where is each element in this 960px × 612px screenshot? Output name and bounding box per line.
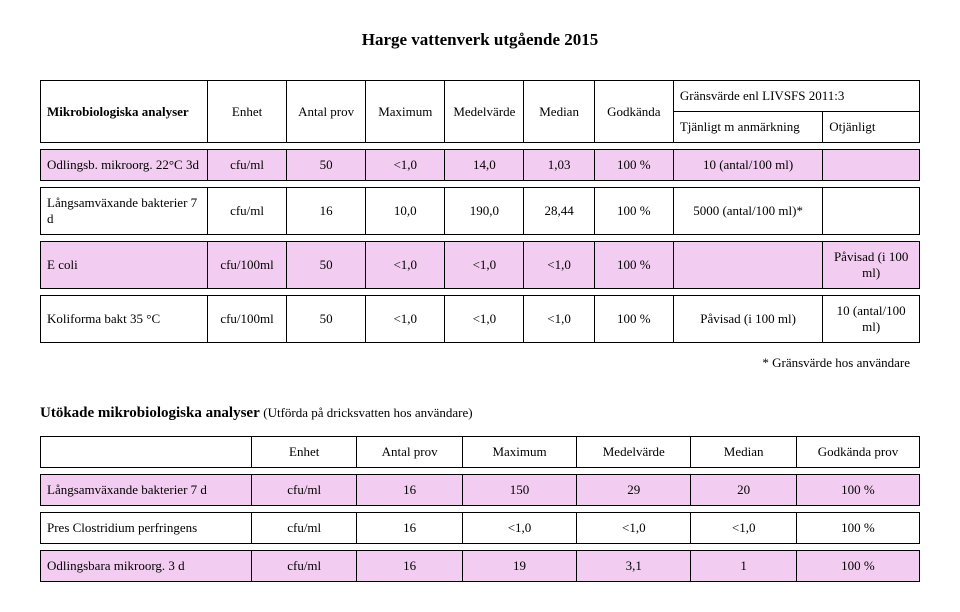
cell: 1,03 bbox=[524, 150, 594, 181]
spacer bbox=[41, 289, 920, 296]
cell: <1,0 bbox=[577, 513, 691, 544]
cell: Koliforma bakt 35 °C bbox=[41, 296, 208, 343]
subheading: Utökade mikrobiologiska analyser (Utförd… bbox=[40, 405, 920, 422]
cell: <1,0 bbox=[462, 513, 576, 544]
table-header-row: Enhet Antal prov Maximum Medelvärde Medi… bbox=[41, 437, 920, 468]
cell: <1,0 bbox=[691, 513, 796, 544]
cell: Påvisad (i 100 ml) bbox=[673, 296, 822, 343]
cell: 100 % bbox=[594, 150, 673, 181]
cell: 19 bbox=[462, 551, 576, 582]
table-extended: Enhet Antal prov Maximum Medelvärde Medi… bbox=[40, 436, 920, 582]
cell: <1,0 bbox=[445, 296, 524, 343]
cell: cfu/ml bbox=[208, 188, 287, 235]
cell: 100 % bbox=[594, 242, 673, 289]
cell: 3,1 bbox=[577, 551, 691, 582]
cell: 16 bbox=[357, 513, 462, 544]
th-godkanda: Godkända prov bbox=[796, 437, 919, 468]
th-max: Maximum bbox=[462, 437, 576, 468]
cell: <1,0 bbox=[445, 242, 524, 289]
subheading-main: Utökade mikrobiologiska analyser bbox=[40, 405, 259, 421]
th-enhet: Enhet bbox=[251, 437, 356, 468]
cell: Påvisad (i 100 ml) bbox=[823, 242, 920, 289]
th-medel: Medelvärde bbox=[577, 437, 691, 468]
th-analyser: Mikrobiologiska analyser bbox=[41, 81, 208, 143]
th-medel: Medelvärde bbox=[445, 81, 524, 143]
cell: Långsamväxande bakterier 7 d bbox=[41, 475, 252, 506]
th-median: Median bbox=[691, 437, 796, 468]
th-gransvarde-top: Gränsvärde enl LIVSFS 2011:3 bbox=[673, 81, 919, 112]
cell: 150 bbox=[462, 475, 576, 506]
cell: Pres Clostridium perfringens bbox=[41, 513, 252, 544]
th-godkanda: Godkända bbox=[594, 81, 673, 143]
footnote: * Gränsvärde hos användare bbox=[40, 355, 910, 371]
th-tjanligt: Tjänligt m anmärkning bbox=[673, 112, 822, 143]
cell: <1,0 bbox=[524, 242, 594, 289]
table-row: Koliforma bakt 35 °C cfu/100ml 50 <1,0 <… bbox=[41, 296, 920, 343]
cell: cfu/ml bbox=[208, 150, 287, 181]
cell: Odlingsbara mikroorg. 3 d bbox=[41, 551, 252, 582]
table-microbio: Mikrobiologiska analyser Enhet Antal pro… bbox=[40, 80, 920, 343]
page-title: Harge vattenverk utgående 2015 bbox=[40, 30, 920, 50]
spacer bbox=[41, 181, 920, 188]
table-header-row: Mikrobiologiska analyser Enhet Antal pro… bbox=[41, 81, 920, 112]
table-row: Långsamväxande bakterier 7 d cfu/ml 16 1… bbox=[41, 188, 920, 235]
th-max: Maximum bbox=[366, 81, 445, 143]
cell: 29 bbox=[577, 475, 691, 506]
cell: 50 bbox=[287, 150, 366, 181]
cell: 10 (antal/100 ml) bbox=[823, 296, 920, 343]
cell: cfu/ml bbox=[251, 475, 356, 506]
spacer bbox=[41, 235, 920, 242]
cell: 100 % bbox=[796, 475, 919, 506]
cell: 50 bbox=[287, 296, 366, 343]
cell: cfu/ml bbox=[251, 513, 356, 544]
th-median: Median bbox=[524, 81, 594, 143]
cell: 100 % bbox=[796, 513, 919, 544]
cell: 28,44 bbox=[524, 188, 594, 235]
cell: 100 % bbox=[594, 296, 673, 343]
cell bbox=[673, 242, 822, 289]
cell: 16 bbox=[287, 188, 366, 235]
th-empty bbox=[41, 437, 252, 468]
cell: cfu/ml bbox=[251, 551, 356, 582]
table-row: Pres Clostridium perfringens cfu/ml 16 <… bbox=[41, 513, 920, 544]
cell: 50 bbox=[287, 242, 366, 289]
cell bbox=[823, 150, 920, 181]
cell: E coli bbox=[41, 242, 208, 289]
table-row: E coli cfu/100ml 50 <1,0 <1,0 <1,0 100 %… bbox=[41, 242, 920, 289]
table-row: Odlingsbara mikroorg. 3 d cfu/ml 16 19 3… bbox=[41, 551, 920, 582]
cell: 1 bbox=[691, 551, 796, 582]
th-antal: Antal prov bbox=[287, 81, 366, 143]
cell: 100 % bbox=[796, 551, 919, 582]
cell: 5000 (antal/100 ml)* bbox=[673, 188, 822, 235]
th-otjanligt: Otjänligt bbox=[823, 112, 920, 143]
th-enhet: Enhet bbox=[208, 81, 287, 143]
cell: 100 % bbox=[594, 188, 673, 235]
cell: 16 bbox=[357, 475, 462, 506]
cell: 10 (antal/100 ml) bbox=[673, 150, 822, 181]
spacer bbox=[41, 544, 920, 551]
cell: cfu/100ml bbox=[208, 242, 287, 289]
table-row: Långsamväxande bakterier 7 d cfu/ml 16 1… bbox=[41, 475, 920, 506]
cell: 14,0 bbox=[445, 150, 524, 181]
cell: cfu/100ml bbox=[208, 296, 287, 343]
subheading-paren: (Utförda på dricksvatten hos användare) bbox=[263, 405, 472, 420]
cell: Långsamväxande bakterier 7 d bbox=[41, 188, 208, 235]
cell: <1,0 bbox=[366, 150, 445, 181]
spacer bbox=[41, 468, 920, 475]
cell: 190,0 bbox=[445, 188, 524, 235]
cell: 10,0 bbox=[366, 188, 445, 235]
spacer bbox=[41, 143, 920, 150]
cell bbox=[823, 188, 920, 235]
table-row: Odlingsb. mikroorg. 22°C 3d cfu/ml 50 <1… bbox=[41, 150, 920, 181]
th-antal: Antal prov bbox=[357, 437, 462, 468]
cell: <1,0 bbox=[366, 296, 445, 343]
cell: <1,0 bbox=[366, 242, 445, 289]
cell: 16 bbox=[357, 551, 462, 582]
spacer bbox=[41, 506, 920, 513]
cell: 20 bbox=[691, 475, 796, 506]
cell: <1,0 bbox=[524, 296, 594, 343]
cell: Odlingsb. mikroorg. 22°C 3d bbox=[41, 150, 208, 181]
